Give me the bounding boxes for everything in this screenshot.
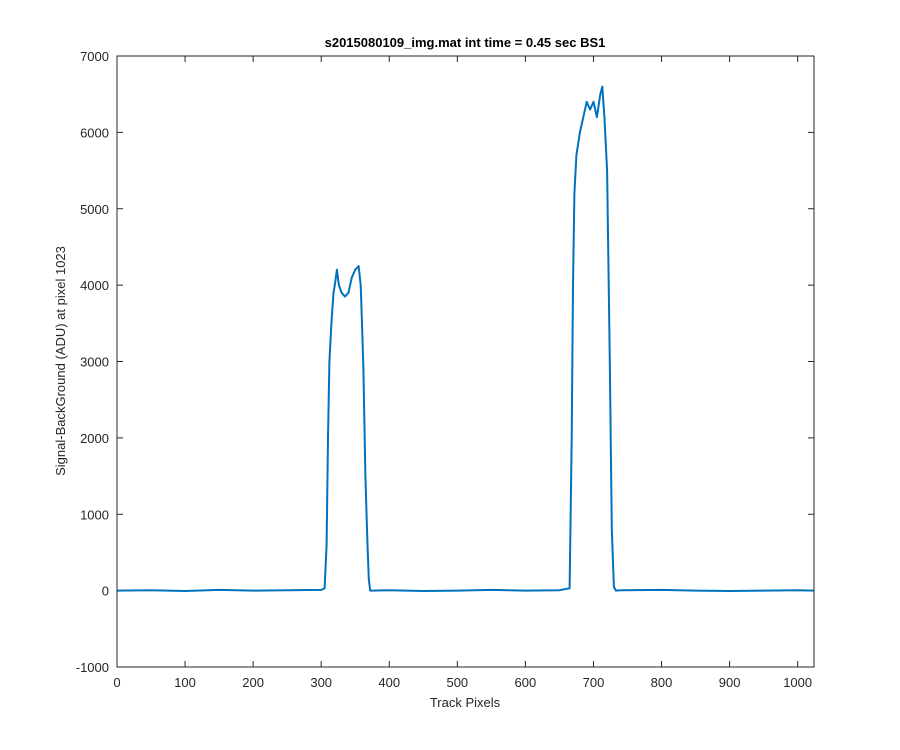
y-tick-label: 5000 bbox=[80, 202, 109, 217]
y-tick-label: 4000 bbox=[80, 278, 109, 293]
tick-labels: 0 100 200 300 400 500 600 700 800 900 1000 -1000 0 10… bbox=[76, 49, 812, 690]
x-tick-label: 500 bbox=[446, 675, 468, 690]
y-tick-label: 1000 bbox=[80, 507, 109, 522]
plot-frame bbox=[116, 55, 815, 668]
signal-series-line bbox=[116, 85, 815, 592]
x-tick-label: 400 bbox=[378, 675, 400, 690]
x-tick-label: 600 bbox=[515, 675, 537, 690]
plot-background bbox=[117, 56, 814, 667]
y-tick-label: 6000 bbox=[80, 125, 109, 140]
y-tick-label: 0 bbox=[102, 584, 109, 599]
y-tick-label: -1000 bbox=[76, 660, 109, 675]
x-axis-label: Track Pixels bbox=[430, 695, 501, 710]
x-tick-label: 200 bbox=[242, 675, 264, 690]
x-tick-label: 100 bbox=[174, 675, 196, 690]
x-tick-label: 0 bbox=[113, 675, 120, 690]
x-tick-label: 300 bbox=[310, 675, 332, 690]
y-tick-label: 2000 bbox=[80, 431, 109, 446]
y-tick-label: 7000 bbox=[80, 49, 109, 64]
x-tick-label: 700 bbox=[583, 675, 605, 690]
x-tick-label: 900 bbox=[719, 675, 741, 690]
data-layer bbox=[116, 85, 815, 592]
x-tick-label: 1000 bbox=[783, 675, 812, 690]
y-axis-label: Signal-BackGround (ADU) at pixel 1023 bbox=[53, 246, 68, 476]
chart-title: s2015080109_img.mat int time = 0.45 sec … bbox=[325, 35, 606, 50]
x-tick-label: 800 bbox=[651, 675, 673, 690]
y-tick-label: 3000 bbox=[80, 355, 109, 370]
